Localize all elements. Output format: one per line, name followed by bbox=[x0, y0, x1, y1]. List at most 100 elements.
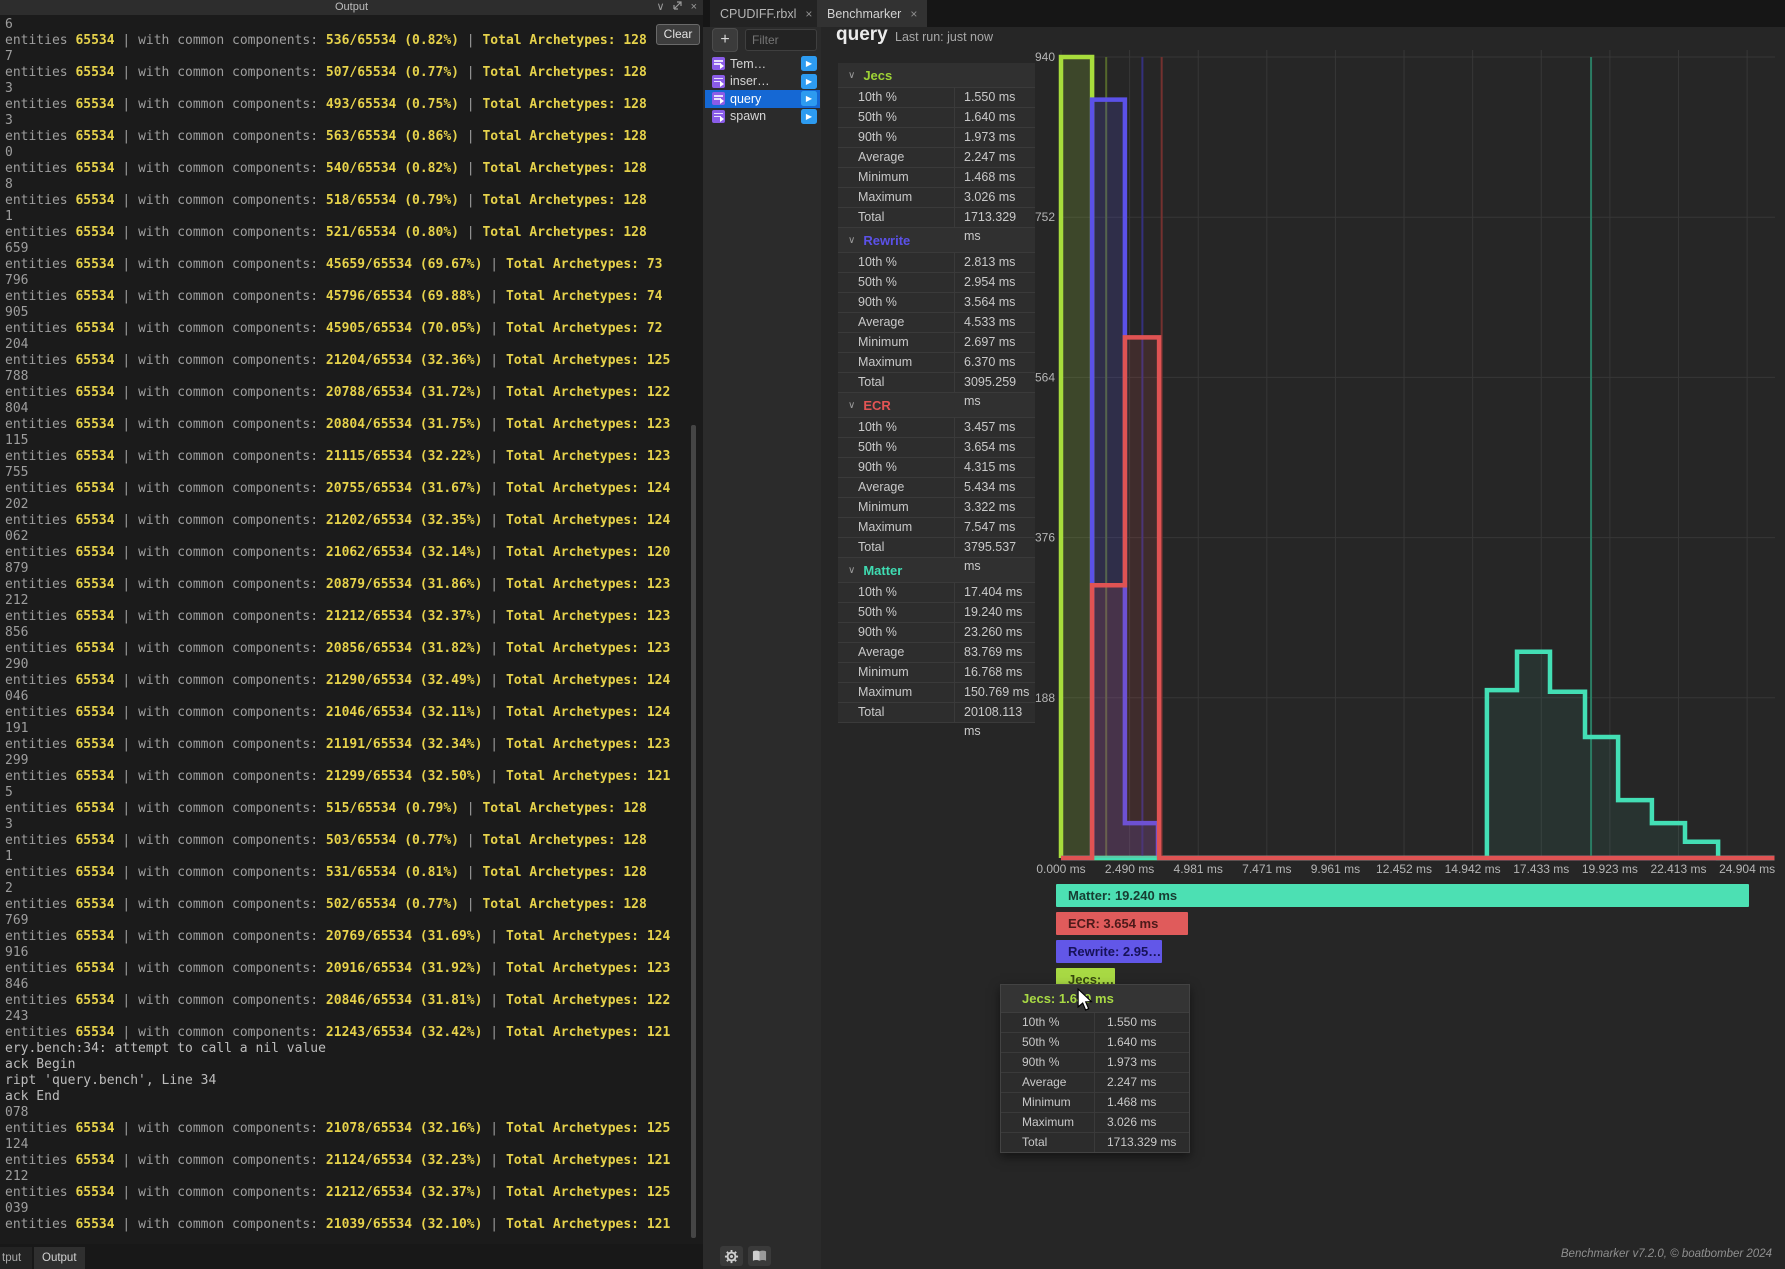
stats-table: ∨ Jecs 10th % 1.550 ms 50th % 1.640 ms 90th % 1… bbox=[838, 63, 1035, 738]
clear-button[interactable]: Clear bbox=[656, 24, 700, 45]
stats-section-name: Jecs bbox=[863, 67, 893, 83]
stats-row-value: 6.370 ms bbox=[964, 355, 1016, 369]
run-benchmark-button[interactable]: ▶ bbox=[801, 56, 817, 72]
stats-section-header-matter[interactable]: ∨ Matter bbox=[838, 558, 1035, 583]
stats-row-value: 1.640 ms bbox=[964, 110, 1016, 124]
legend-bar-matter[interactable]: Matter: 19.240 ms bbox=[1056, 884, 1749, 907]
stats-row-label: 50th % bbox=[838, 108, 955, 127]
filter-input[interactable] bbox=[745, 29, 817, 51]
benchmark-item-Tem[interactable]: Tem… ▶ bbox=[705, 55, 820, 73]
stats-row-value: 19.240 ms bbox=[964, 605, 1023, 619]
tab-cpudiff-label: CPUDIFF.rbxl bbox=[720, 6, 797, 21]
x-tick-label: 22.413 ms bbox=[1650, 862, 1706, 876]
close-icon[interactable]: × bbox=[910, 6, 918, 21]
footer-credit: Benchmarker v7.2.0, © boatbomber 2024 bbox=[1560, 1248, 1772, 1260]
console-line: entities 65534 | with common components:… bbox=[5, 193, 647, 208]
tab-output-clipped[interactable]: tput bbox=[0, 1247, 32, 1269]
stats-row-label: 10th % bbox=[838, 88, 955, 107]
script-icon bbox=[712, 57, 725, 71]
tooltip-rows: 10th % 1.550 ms 50th % 1.640 ms 90th % 1.973 … bbox=[1001, 1013, 1189, 1152]
console-line: ack Begin bbox=[5, 1057, 76, 1072]
float-window-icon[interactable] bbox=[672, 0, 683, 15]
stats-section-header-ecr[interactable]: ∨ ECR bbox=[838, 393, 1035, 418]
ecr-histogram bbox=[1061, 335, 1775, 861]
tooltip-row-label: Minimum bbox=[1001, 1093, 1095, 1112]
console-line: entities 65534 | with common components:… bbox=[5, 449, 671, 464]
legend-bar-ecr[interactable]: ECR: 3.654 ms bbox=[1056, 912, 1188, 935]
console-line: entities 65534 | with common components:… bbox=[5, 289, 663, 304]
console-line: 769 bbox=[5, 913, 29, 928]
stats-row-label: 10th % bbox=[838, 583, 955, 602]
close-icon[interactable]: × bbox=[690, 1, 697, 13]
script-icon bbox=[712, 109, 725, 123]
stats-row: Minimum 3.322 ms bbox=[838, 498, 1035, 518]
stats-row-label: Total bbox=[838, 208, 955, 227]
legend-bar-rewrite[interactable]: Rewrite: 2.954 ms bbox=[1056, 940, 1162, 963]
stats-row-label: Total bbox=[838, 373, 955, 392]
benchmark-item-spawn[interactable]: spawn ▶ bbox=[705, 108, 820, 126]
console-line: 659 bbox=[5, 241, 29, 256]
add-benchmark-button[interactable]: + bbox=[712, 28, 738, 52]
tooltip-row: Minimum 1.468 ms bbox=[1001, 1093, 1189, 1113]
console-line: entities 65534 | with common components:… bbox=[5, 33, 647, 48]
mouse-cursor-icon bbox=[1077, 988, 1093, 1011]
run-benchmark-button[interactable]: ▶ bbox=[801, 73, 817, 89]
settings-button[interactable] bbox=[720, 1246, 743, 1266]
y-tick-label: 564 bbox=[1035, 370, 1055, 384]
stats-row-label: Minimum bbox=[838, 168, 955, 187]
stats-row: 10th % 2.813 ms bbox=[838, 253, 1035, 273]
stats-row-label: Average bbox=[838, 643, 955, 662]
chevron-down-icon[interactable]: ∨ bbox=[656, 1, 665, 13]
benchmark-item-query[interactable]: query ▶ bbox=[705, 90, 820, 108]
bottom-tab-bar: tput Output bbox=[0, 1244, 707, 1269]
close-icon[interactable]: × bbox=[805, 6, 813, 21]
console-line: entities 65534 | with common components:… bbox=[5, 1185, 671, 1200]
output-panel: Output ∨ × 6 entities 65534 | with common… bbox=[0, 0, 707, 1269]
stats-row-label: 90th % bbox=[838, 128, 955, 147]
console-line: 243 bbox=[5, 1009, 29, 1024]
benchmark-item-label: spawn bbox=[730, 109, 767, 124]
stats-row-label: 90th % bbox=[838, 293, 955, 312]
stats-row: 50th % 1.640 ms bbox=[838, 108, 1035, 128]
x-tick-label: 0.000 ms bbox=[1036, 862, 1085, 876]
console-line: 846 bbox=[5, 977, 29, 992]
stats-row: Maximum 7.547 ms bbox=[838, 518, 1035, 538]
run-benchmark-button[interactable]: ▶ bbox=[801, 108, 817, 124]
console-line: entities 65534 | with common components:… bbox=[5, 1217, 671, 1232]
tab-benchmarker[interactable]: Benchmarker × bbox=[817, 0, 928, 27]
docs-button[interactable] bbox=[748, 1246, 771, 1266]
stats-row: 90th % 23.260 ms bbox=[838, 623, 1035, 643]
float-window-glyph bbox=[672, 1, 682, 10]
tooltip-row-value: 3.026 ms bbox=[1107, 1115, 1157, 1129]
console-line: 6 bbox=[5, 17, 13, 32]
console-line: 8 bbox=[5, 177, 13, 192]
x-tick-label: 4.981 ms bbox=[1174, 862, 1223, 876]
benchmark-item-inser[interactable]: inser… ▶ bbox=[705, 73, 820, 91]
run-benchmark-button[interactable]: ▶ bbox=[801, 91, 817, 107]
stats-row: Maximum 6.370 ms bbox=[838, 353, 1035, 373]
benchmark-histogram-chart[interactable]: 0.000 ms 2.490 ms 4.981 ms 7.471 ms 9.961 ms… bbox=[1035, 45, 1785, 885]
console-line: entities 65534 | with common components:… bbox=[5, 673, 671, 688]
console-line: 191 bbox=[5, 721, 29, 736]
tab-output[interactable]: Output bbox=[34, 1247, 85, 1269]
stats-row-value: 1.468 ms bbox=[964, 170, 1016, 184]
console-line: entities 65534 | with common components:… bbox=[5, 545, 671, 560]
tooltip-row: Maximum 3.026 ms bbox=[1001, 1113, 1189, 1133]
stats-row: 90th % 4.315 ms bbox=[838, 458, 1035, 478]
stats-row-label: Minimum bbox=[838, 333, 955, 352]
tooltip-row-label: 90th % bbox=[1001, 1053, 1095, 1072]
stats-row-value: 2.697 ms bbox=[964, 335, 1016, 349]
stats-row: Average 5.434 ms bbox=[838, 478, 1035, 498]
stats-row: Total 1713.329 ms bbox=[838, 208, 1035, 243]
console-line: entities 65534 | with common components:… bbox=[5, 257, 663, 272]
console-output[interactable]: 6 entities 65534 | with common components… bbox=[0, 15, 693, 1246]
gear-icon bbox=[724, 1249, 739, 1263]
console-line: entities 65534 | with common components:… bbox=[5, 161, 647, 176]
stats-row: Total 3795.537 ms bbox=[838, 538, 1035, 573]
output-scrollbar[interactable] bbox=[691, 425, 696, 1238]
stats-section-header-rewrite[interactable]: ∨ Rewrite bbox=[838, 228, 1035, 253]
stats-row-value: 1.550 ms bbox=[964, 90, 1016, 104]
stats-section-header-jecs[interactable]: ∨ Jecs bbox=[838, 63, 1035, 88]
tab-cpudiff[interactable]: CPUDIFF.rbxl × bbox=[710, 0, 823, 27]
console-line: entities 65534 | with common components:… bbox=[5, 321, 663, 336]
